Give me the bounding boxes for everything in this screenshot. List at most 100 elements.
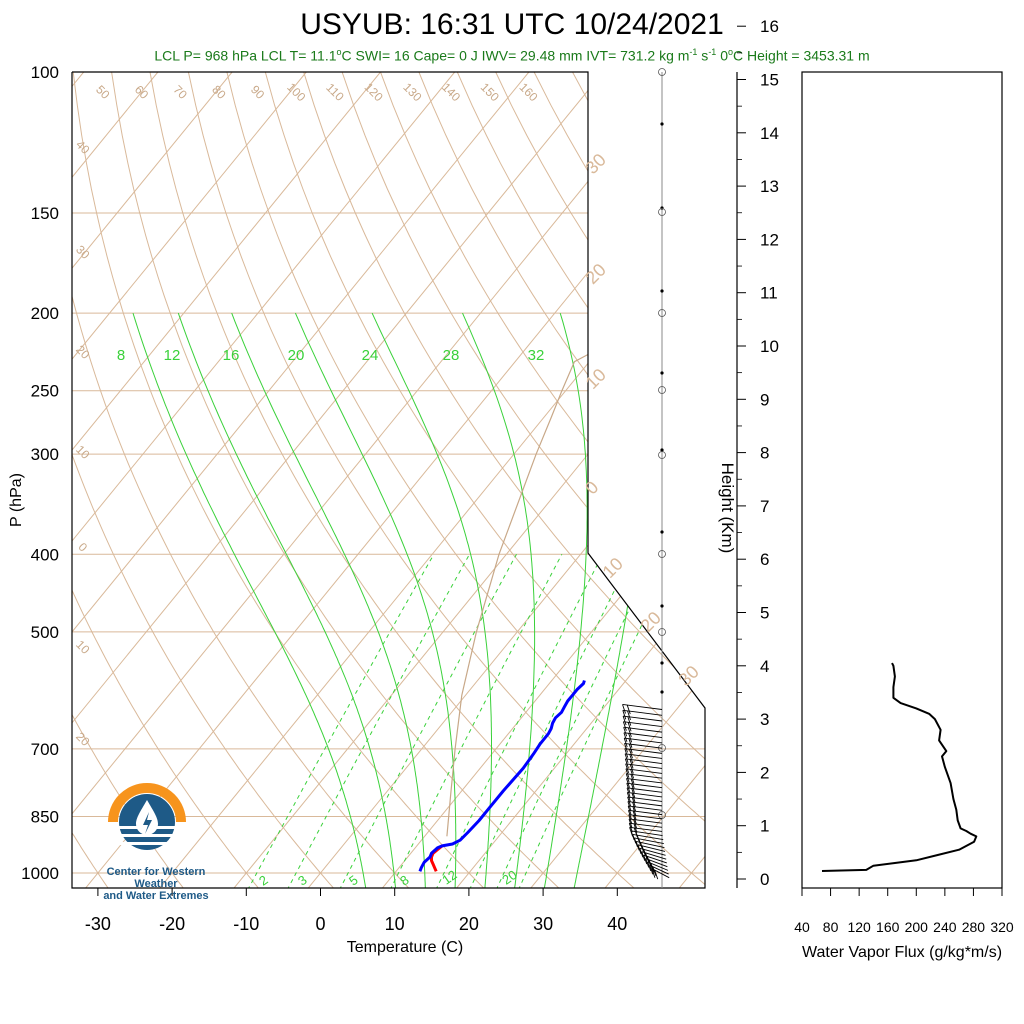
height-tick-label: 3 — [760, 710, 769, 729]
flux-axis-label: Water Vapor Flux (g/kg*m/s) — [802, 944, 1002, 961]
wind-barb-staff — [626, 773, 663, 779]
moist-adiabat-line — [294, 312, 457, 888]
wind-barb-flag — [624, 753, 629, 763]
background-lines — [72, 72, 705, 888]
wind-barb-staff — [628, 805, 663, 811]
wind-barb-flag — [627, 710, 631, 721]
calm-wind-circle — [658, 208, 666, 216]
wind-barb-flag — [628, 738, 633, 748]
wind-barb-staff — [626, 782, 663, 789]
wind-barb-staff — [634, 837, 664, 845]
wind-barb-flag — [629, 764, 634, 774]
isotherm-line — [72, 72, 233, 888]
isotherm-line — [72, 72, 381, 888]
x-tick-label: -30 — [85, 914, 111, 934]
isotherm-right-label: 10 — [599, 554, 627, 582]
isotherm-right-label: 0 — [581, 477, 602, 498]
wind-level-dot — [660, 448, 664, 452]
y-axis-label: P (hPa) — [8, 473, 25, 527]
mixing-ratio-label: 12 — [439, 867, 459, 888]
wind-barb-flag — [630, 769, 635, 779]
wind-barb-flag — [641, 845, 646, 855]
isotherm-line — [72, 72, 307, 888]
moist-adiabat-label: 32 — [528, 347, 545, 364]
y-tick-label: 150 — [31, 204, 59, 223]
dry-adiabat-line — [456, 72, 705, 888]
wind-barb-flag — [632, 834, 637, 844]
wind-barb-flag — [654, 870, 659, 880]
water-vapor-flux-line — [821, 662, 978, 872]
subtitle-ivt-exp2: -1 — [708, 47, 717, 57]
wind-barb-flag — [627, 727, 632, 737]
wind-barb-flag — [622, 710, 627, 720]
mixing-ratio-line — [517, 554, 677, 888]
height-tick-label: 11 — [760, 284, 778, 303]
wind-barb-staff — [626, 787, 663, 793]
wind-barb-flag — [624, 748, 629, 758]
moist-adiabat-label: 28 — [443, 347, 460, 364]
dry-adiabat-line — [72, 72, 336, 888]
wind-barb-staff — [626, 778, 663, 784]
wind-barb-flag — [652, 866, 657, 876]
wind-barb-flag — [628, 743, 633, 754]
height-tick-label: 16 — [760, 17, 779, 36]
y-tick-label: 250 — [31, 382, 59, 401]
height-tick-label: 12 — [760, 230, 779, 249]
moist-adiabat-line — [543, 312, 588, 888]
wind-barb-staff — [624, 748, 663, 754]
y-tick-label: 400 — [31, 545, 59, 564]
height-tick-label: 6 — [760, 550, 769, 569]
wind-barb-staff — [631, 830, 663, 837]
moist-adiabat-line — [231, 312, 426, 888]
x-tick-label: 10 — [385, 914, 405, 934]
dry-adiabat-label: 70 — [171, 82, 191, 102]
cw3e-logo — [108, 783, 186, 850]
dry-adiabat-line — [111, 72, 562, 888]
wind-barb-flag — [625, 773, 630, 783]
wind-level-dot — [660, 371, 664, 375]
height-tick-label: 9 — [760, 390, 769, 409]
wind-barb-flag — [648, 859, 653, 869]
moist-adiabat-label: 16 — [223, 347, 240, 364]
isotherm-left-label: 0 — [76, 540, 91, 555]
height-tick-label: 14 — [760, 124, 779, 143]
mixing-ratio-label: 20 — [499, 867, 519, 888]
wind-barb-staff — [627, 801, 663, 807]
wind-barb-staff — [628, 818, 663, 824]
height-tick-label: 1 — [760, 817, 769, 836]
y-tick-label: 1000 — [21, 864, 59, 883]
wind-barb-flag — [625, 763, 630, 773]
side-chart-frame — [801, 71, 1003, 889]
dry-adiabat-line — [533, 72, 705, 888]
height-tick-label: 13 — [760, 177, 779, 196]
wind-barb-flag — [635, 841, 640, 851]
height-tick-label: 4 — [760, 657, 769, 676]
flux-tick-label: 280 — [962, 919, 986, 935]
wind-barb-staff — [625, 768, 663, 774]
calm-wind-circle — [658, 550, 666, 558]
wind-barb-flag — [626, 704, 631, 715]
mixing-ratio-line — [247, 554, 435, 888]
height-tick-label: 8 — [760, 444, 769, 463]
wind-barb-flag — [650, 863, 655, 873]
wind-barb-staff — [625, 763, 663, 769]
subtitle-swi: SWI= 16 — [355, 47, 410, 64]
mixing-ratio-line — [435, 554, 604, 888]
subtitle-lcl-p: LCL P= 968 hPa — [154, 47, 257, 64]
wind-level-dot — [660, 690, 664, 694]
dry-adiabat-line — [149, 72, 637, 888]
wind-barb-staff — [623, 715, 663, 722]
skew-t-labels: -30 -20 -10 0 10 20 30 401001502002503004005007… — [8, 63, 703, 956]
isotherm-left-label: 30 — [73, 242, 93, 262]
moist-adiabat-line — [371, 312, 492, 888]
y-tick-label: 700 — [31, 740, 59, 759]
wind-level-dot — [660, 206, 664, 210]
mixing-ratio-line — [338, 554, 517, 888]
wind-barb-flag — [639, 842, 644, 852]
subtitle-iwv: IWV= 29.48 mm — [481, 47, 583, 64]
x-axis-label: Temperature (C) — [347, 939, 463, 956]
logo-caption-line2: and Water Extremes — [103, 890, 209, 902]
wind-barb-flag — [641, 851, 646, 861]
wind-barb-flag — [623, 727, 628, 737]
wind-barb-staff — [628, 809, 663, 816]
